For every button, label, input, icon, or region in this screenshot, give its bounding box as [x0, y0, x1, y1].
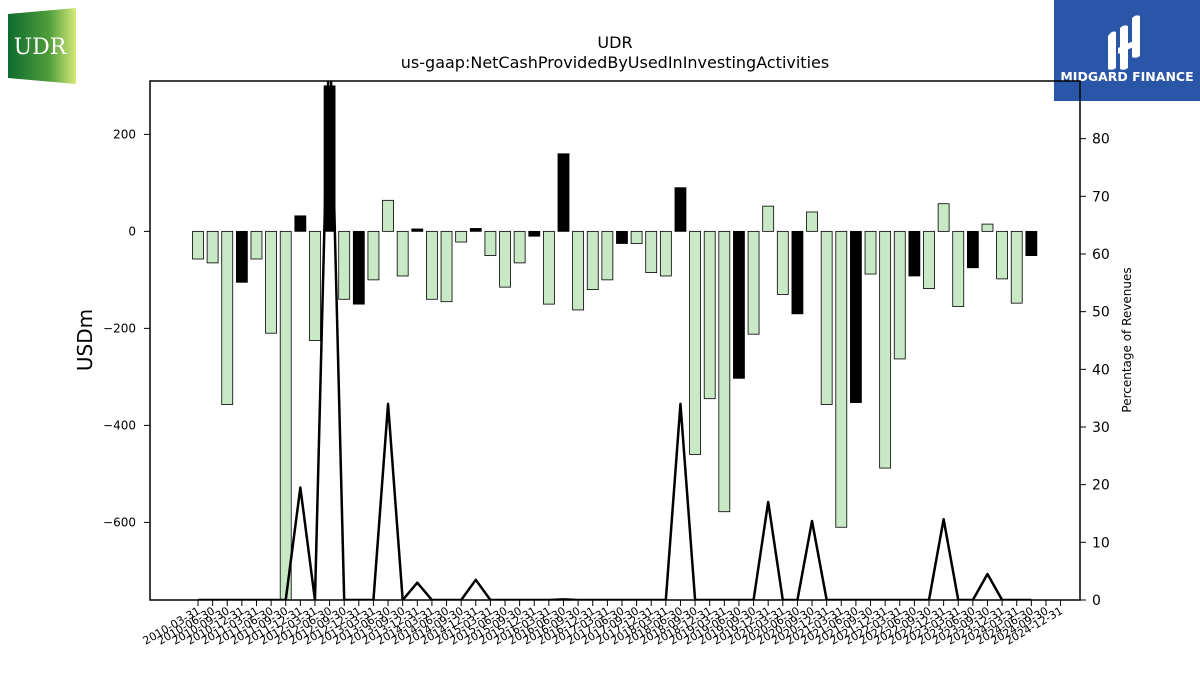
udr-logo: UDR [8, 8, 76, 84]
bar [206, 230, 219, 264]
bar [499, 230, 511, 288]
y-tick-label: −400 [103, 418, 136, 432]
bar [338, 230, 351, 300]
bar [250, 230, 263, 260]
bar [747, 230, 760, 335]
y2-tick-label: 60 [1092, 247, 1110, 263]
midgard-emblem-icon [1108, 15, 1140, 70]
plot-frame [149, 80, 1081, 601]
udr-logo-text: UDR [14, 35, 68, 60]
y2-tick-label: 80 [1092, 132, 1110, 148]
bar [762, 205, 775, 232]
udr-logo-shape [8, 8, 76, 84]
bar [630, 230, 643, 244]
bar [411, 228, 424, 232]
bar [659, 230, 672, 277]
bar [689, 230, 701, 455]
bar [937, 203, 950, 232]
bar [703, 230, 716, 400]
midgard-finance-logo: MIDGARD FINANCE [1054, 0, 1200, 101]
bar [645, 230, 658, 273]
bar [513, 230, 526, 264]
y-tick-label: 0 [128, 224, 136, 238]
bar [996, 230, 1008, 280]
y2-tick-label: 40 [1092, 362, 1110, 378]
bar [879, 230, 892, 469]
bar [966, 230, 979, 269]
y-tick-label: −200 [103, 321, 136, 335]
bar [192, 230, 204, 260]
bar [279, 230, 292, 600]
bar [469, 228, 482, 232]
bar [294, 215, 307, 232]
bar [323, 85, 336, 232]
y2-tick-label: 70 [1092, 189, 1110, 205]
bar [908, 230, 921, 277]
bar [455, 230, 468, 243]
bar [952, 230, 965, 307]
bar [820, 230, 833, 405]
bar [309, 230, 321, 341]
bar [528, 230, 541, 237]
left-axis-ticks: 200 0 −200 −400 −600 [103, 127, 150, 529]
bar [396, 230, 409, 277]
bar [923, 230, 935, 290]
bar [864, 230, 877, 275]
bar [367, 230, 380, 281]
bar [674, 187, 687, 232]
bar [221, 230, 234, 405]
bar [352, 230, 365, 305]
y-tick-label: 200 [113, 127, 136, 141]
chart-title: UDR [597, 33, 632, 52]
y-tick-label: −600 [103, 515, 136, 529]
bar [835, 230, 848, 528]
bar [440, 230, 453, 303]
bar [981, 223, 994, 232]
x-axis-ticks: 2010-03-312010-06-302010-09-302010-12-31… [141, 600, 1065, 648]
bar [265, 230, 278, 334]
percentage-line-series [198, 81, 1032, 600]
y2-tick-label: 0 [1092, 593, 1101, 609]
right-axis-ticks: 0 10 20 30 40 50 60 70 80 [1080, 132, 1110, 609]
bar [616, 230, 628, 244]
y2-axis-label: Percentage of Revenues [1120, 267, 1134, 412]
bar [893, 230, 906, 360]
bar [572, 230, 585, 311]
y2-tick-label: 50 [1092, 305, 1110, 321]
bar [733, 230, 745, 379]
bar [718, 230, 731, 513]
bar [484, 230, 497, 257]
chart-subtitle: us-gaap:NetCashProvidedByUsedInInvesting… [401, 53, 829, 72]
bar [586, 230, 599, 290]
bar [426, 230, 438, 300]
y2-tick-label: 30 [1092, 420, 1110, 436]
bar [235, 230, 248, 283]
bar [776, 230, 789, 295]
bar-series [192, 85, 1038, 600]
bar [601, 230, 614, 281]
y2-tick-label: 20 [1092, 478, 1110, 494]
bar [382, 199, 394, 232]
bar [1025, 230, 1038, 257]
bar [557, 153, 570, 232]
y-axis-label: USDm [73, 309, 97, 371]
y2-tick-label: 10 [1092, 535, 1110, 551]
bar [1010, 230, 1023, 304]
bar [806, 211, 818, 232]
bar [542, 230, 555, 305]
bar [791, 230, 804, 315]
percentage-line [198, 81, 1032, 600]
brand-logo-text: MIDGARD FINANCE [1060, 69, 1193, 84]
bar [850, 230, 862, 403]
